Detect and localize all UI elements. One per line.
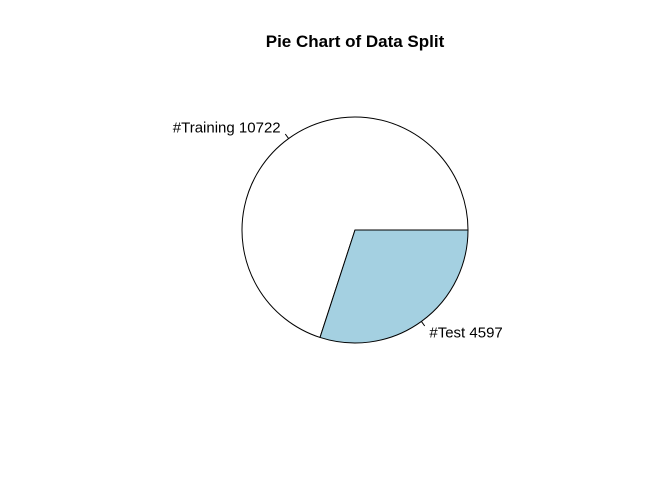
chart-title: Pie Chart of Data Split <box>266 32 445 51</box>
pie-slice-test <box>319 229 469 344</box>
pie-labels: #Training 10722 #Test 4597 <box>173 120 503 342</box>
pie-slice-training <box>241 116 469 338</box>
label-tick-test <box>420 321 426 327</box>
slice-label-training: #Training 10722 <box>173 120 281 137</box>
pie-slices <box>241 116 469 344</box>
slice-label-test: #Test 4597 <box>429 324 502 341</box>
label-tick-training <box>284 133 290 139</box>
